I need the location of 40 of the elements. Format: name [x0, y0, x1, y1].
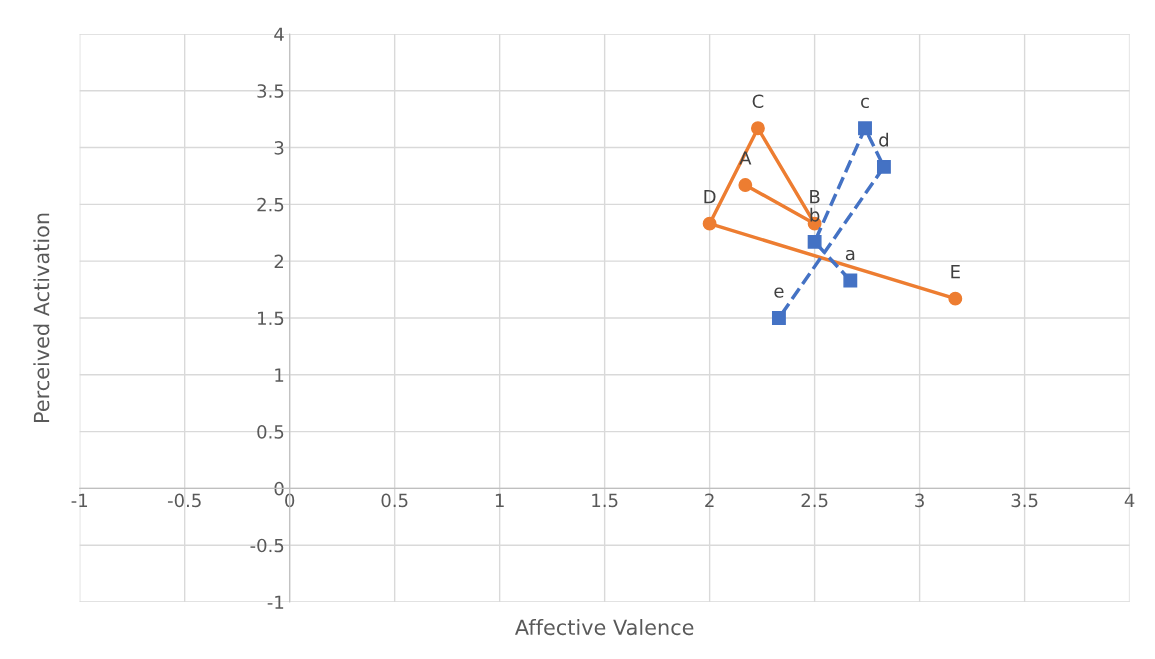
y-tick-label: 2.5 [257, 197, 284, 212]
annotation: E [951, 265, 960, 279]
point [876, 159, 891, 174]
x-tick-label: 2.5 [801, 493, 828, 508]
y-tick-label: -1 [267, 595, 284, 609]
y-tick-label: 1.5 [258, 311, 284, 326]
annotation: B [810, 190, 820, 204]
point [948, 291, 963, 306]
point [750, 121, 765, 136]
x-axis-title: Affective Valence [514, 619, 694, 636]
point [807, 234, 822, 249]
x-tick-label: 3.5 [1011, 493, 1038, 508]
x-tick-label: -1 [71, 493, 88, 507]
point [771, 311, 786, 325]
x-tick-label: 3 [915, 493, 924, 508]
x-tick-label: 1 [495, 493, 504, 507]
x-tick-label: -0.5 [167, 493, 201, 508]
annotation: c [861, 97, 869, 109]
annotation: d [879, 132, 888, 147]
y-tick-label: 1 [275, 368, 284, 382]
point [702, 216, 717, 231]
y-tick-label: 0.5 [257, 425, 284, 439]
point [738, 178, 753, 192]
y-tick-label: 4 [274, 27, 284, 41]
annotation: C [752, 94, 764, 109]
point [858, 121, 872, 136]
x-tick-label: 0.5 [381, 493, 408, 508]
y-tick-label: -0.5 [250, 538, 284, 553]
annotation: D [704, 190, 716, 204]
x-tick-label: 2 [705, 493, 714, 507]
x-tick-label: 0 [285, 493, 295, 508]
y-tick-label: 3.5 [257, 84, 284, 98]
annotation: e [774, 287, 784, 298]
x-tick-label: 1.5 [592, 493, 618, 508]
point [843, 273, 858, 288]
y-tick-label: 3 [274, 141, 284, 155]
y-tick-label: 2 [274, 254, 283, 269]
x-tick-label: 4 [1124, 493, 1135, 507]
annotation: a [845, 249, 855, 261]
y-axis-title: Perceived Activation [33, 213, 50, 422]
